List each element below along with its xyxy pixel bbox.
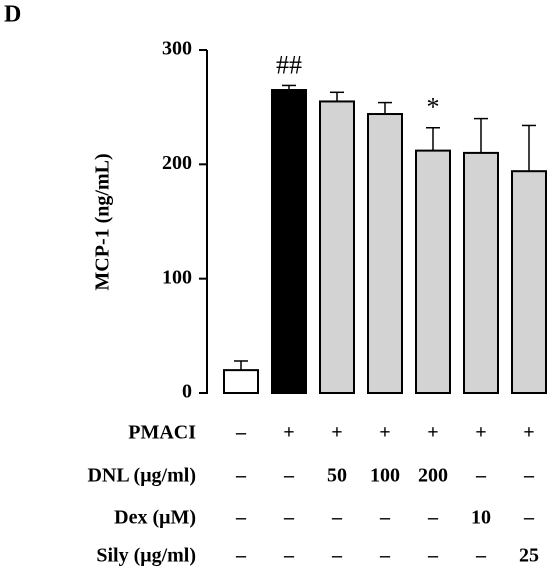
condition-label: Dex (μM) <box>114 507 196 529</box>
condition-value: 100 <box>370 465 400 487</box>
condition-value: – <box>379 545 391 567</box>
condition-label: PMACI <box>128 422 196 444</box>
condition-value: 50 <box>327 465 347 487</box>
annotation: ## <box>276 50 302 79</box>
bar <box>319 100 355 394</box>
condition-value: – <box>235 545 247 567</box>
condition-value: 200 <box>418 465 448 487</box>
bar <box>223 369 259 394</box>
condition-value: + <box>379 422 390 444</box>
condition-value: + <box>331 422 342 444</box>
condition-value: – <box>427 545 439 567</box>
condition-value: – <box>523 465 535 487</box>
bar <box>463 151 499 394</box>
condition-value: – <box>283 465 295 487</box>
condition-value: – <box>235 465 247 487</box>
condition-label: Sily (μg/ml) <box>96 545 196 567</box>
condition-value: – <box>235 422 247 444</box>
condition-value: + <box>427 422 438 444</box>
condition-value: 25 <box>519 545 539 567</box>
y-axis-label: MCP-1 (ng/mL) <box>92 153 114 290</box>
y-tick-label: 0 <box>182 381 192 403</box>
condition-value: – <box>331 545 343 567</box>
y-tick-label: 300 <box>162 38 192 60</box>
condition-value: + <box>475 422 486 444</box>
condition-value: 10 <box>471 507 491 529</box>
condition-value: – <box>379 507 391 529</box>
bar <box>367 113 403 394</box>
annotation: * <box>427 93 440 122</box>
condition-value: + <box>523 422 534 444</box>
condition-label: DNL (μg/ml) <box>87 465 196 487</box>
condition-value: – <box>283 545 295 567</box>
condition-value: – <box>427 507 439 529</box>
y-tick-label: 200 <box>162 152 192 174</box>
bar <box>511 170 547 394</box>
condition-value: – <box>475 545 487 567</box>
y-tick-label: 100 <box>162 266 192 288</box>
bar <box>271 89 307 395</box>
condition-value: + <box>283 422 294 444</box>
condition-value: – <box>331 507 343 529</box>
condition-value: – <box>475 465 487 487</box>
panel-label: D <box>4 2 21 28</box>
condition-value: – <box>235 507 247 529</box>
condition-value: – <box>283 507 295 529</box>
bar <box>415 149 451 394</box>
condition-value: – <box>523 507 535 529</box>
